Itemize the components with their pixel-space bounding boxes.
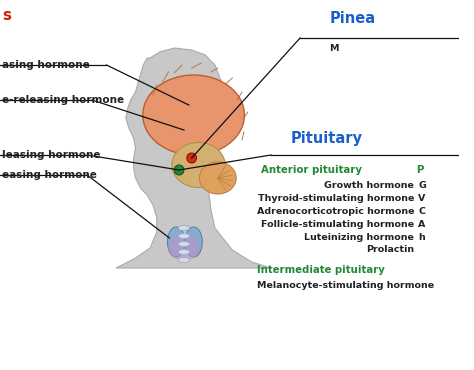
Text: s: s — [2, 8, 11, 23]
Text: e-releasing hormone: e-releasing hormone — [2, 95, 124, 105]
Text: Anterior pituitary: Anterior pituitary — [261, 165, 362, 175]
Text: P: P — [416, 165, 424, 175]
Text: A: A — [418, 219, 426, 229]
Ellipse shape — [178, 233, 190, 239]
Text: Pinea: Pinea — [329, 10, 375, 26]
Ellipse shape — [178, 249, 190, 255]
Ellipse shape — [178, 242, 190, 246]
Text: M: M — [329, 44, 338, 53]
Text: C: C — [418, 206, 425, 215]
Ellipse shape — [178, 258, 190, 262]
Text: Pituitary: Pituitary — [291, 131, 363, 145]
Text: h: h — [418, 232, 425, 242]
Ellipse shape — [143, 75, 245, 155]
Ellipse shape — [168, 235, 200, 261]
Text: Melanocyte-stimulating hormone: Melanocyte-stimulating hormone — [256, 280, 434, 289]
PathPatch shape — [116, 48, 271, 268]
Text: leasing hormone: leasing hormone — [2, 150, 100, 160]
Circle shape — [174, 165, 184, 175]
Circle shape — [187, 153, 197, 163]
Ellipse shape — [200, 162, 236, 194]
Ellipse shape — [172, 142, 225, 188]
Ellipse shape — [178, 225, 190, 231]
Ellipse shape — [185, 227, 202, 257]
Text: Prolactin: Prolactin — [366, 246, 414, 255]
Text: Adrenocorticotropic hormone: Adrenocorticotropic hormone — [257, 206, 414, 215]
Ellipse shape — [167, 227, 185, 257]
Text: V: V — [418, 194, 426, 202]
Text: easing hormone: easing hormone — [2, 170, 97, 180]
Text: Follicle-stimulating hormone: Follicle-stimulating hormone — [261, 219, 414, 229]
Text: Thyroid-stimulating hormone: Thyroid-stimulating hormone — [258, 194, 414, 202]
Text: G: G — [418, 181, 426, 189]
Text: Intermediate pituitary: Intermediate pituitary — [256, 265, 384, 275]
Text: Growth hormone: Growth hormone — [324, 181, 414, 189]
Text: asing hormone: asing hormone — [2, 60, 90, 70]
Text: Luteinizing hormone: Luteinizing hormone — [304, 232, 414, 242]
